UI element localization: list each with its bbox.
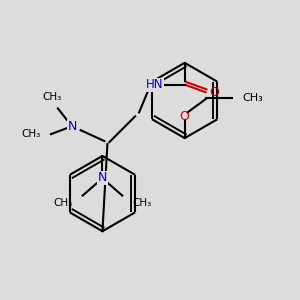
- Text: CH₃: CH₃: [22, 129, 41, 139]
- Text: N: N: [98, 171, 107, 184]
- Text: CH₃: CH₃: [42, 92, 62, 101]
- Text: CH₃: CH₃: [132, 199, 152, 208]
- Text: HN: HN: [146, 78, 164, 91]
- Text: CH₃: CH₃: [53, 199, 72, 208]
- Text: CH₃: CH₃: [242, 94, 263, 103]
- Text: N: N: [68, 120, 77, 133]
- Text: O: O: [180, 110, 190, 123]
- Text: O: O: [209, 86, 219, 99]
